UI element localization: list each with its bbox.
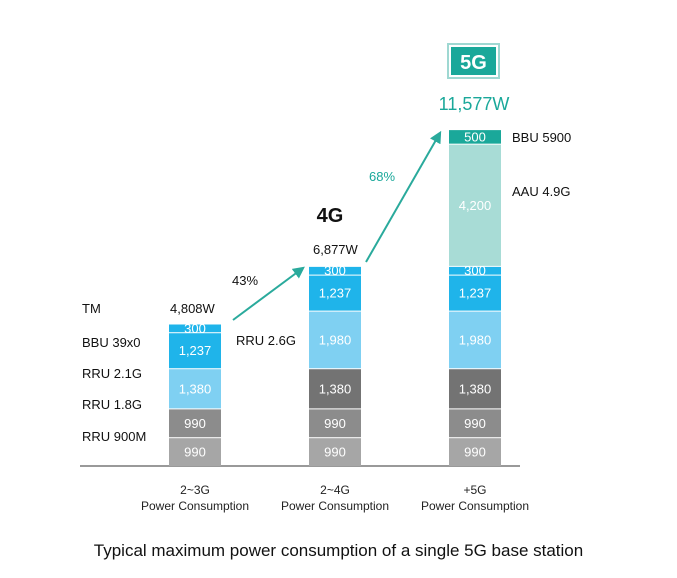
bar-segment-2-4g-4: [309, 275, 361, 311]
bar-segment-2-4g-2: [309, 369, 361, 409]
growth-arrow-2: [365, 130, 442, 263]
total-label-5g: 11,577W: [439, 94, 510, 114]
growth-label-43: 43%: [232, 273, 258, 288]
bar-segment-label-5g-6: 4,200: [459, 198, 492, 213]
bar-segment-label-5g-7: 500: [464, 129, 486, 144]
bar-segment-label-2-4g-1: 990: [324, 416, 346, 431]
bar-segment-5g-1: [449, 409, 501, 438]
row-label-rru-900m: RRU 900M: [82, 429, 146, 444]
bar-segment-label-2-3g-0: 990: [184, 445, 206, 460]
bar-segment-label-2-4g-4: 1,237: [319, 286, 352, 301]
bar-segment-label-5g-4: 1,237: [459, 286, 492, 301]
annotation-rru-2-6g: RRU 2.6G: [236, 333, 296, 348]
row-label-rru-1-8g: RRU 1.8G: [82, 397, 142, 412]
annotation-aau-4-9g: AAU 4.9G: [512, 184, 571, 199]
bar-segment-5g-2: [449, 369, 501, 409]
bar-segment-label-2-3g-3: 1,237: [179, 343, 212, 358]
bar-segment-label-5g-2: 1,380: [459, 381, 492, 396]
bar-segment-label-2-4g-0: 990: [324, 445, 346, 460]
chart-title: Typical maximum power consumption of a s…: [93, 541, 584, 560]
category-sublabel-2-4g: Power Consumption: [281, 499, 389, 513]
bar-segment-2-3g-2: [169, 369, 221, 409]
bar-segment-5g-4: [449, 275, 501, 311]
bar-segment-2-3g-0: [169, 438, 221, 466]
generation-badge-5g: 5G: [447, 43, 500, 79]
annotation-bbu-5900: BBU 5900: [512, 130, 571, 145]
row-label-bbu-39x0: BBU 39x0: [82, 335, 141, 350]
bar-segment-label-5g-5: 300: [464, 263, 486, 278]
bar-segment-2-3g-3: [169, 333, 221, 369]
growth-label-68: 68%: [369, 169, 395, 184]
total-label-2-4g: 6,877W: [313, 242, 359, 257]
bar-segment-label-5g-1: 990: [464, 416, 486, 431]
generation-label-4g: 4G: [317, 205, 344, 227]
bar-segment-label-5g-0: 990: [464, 445, 486, 460]
row-label-rru-2-1g: RRU 2.1G: [82, 366, 142, 381]
bar-segment-2-4g-1: [309, 409, 361, 438]
category-label-2-3g: 2~3G: [180, 483, 210, 497]
bar-segment-label-5g-3: 1,980: [459, 332, 492, 347]
bar-segment-label-2-4g-5: 300: [324, 263, 346, 278]
bar-segment-2-4g-5: [309, 266, 361, 275]
category-sublabel-5g: Power Consumption: [421, 499, 529, 513]
bar-segment-2-4g-0: [309, 438, 361, 466]
bar-segment-label-2-4g-3: 1,980: [319, 332, 352, 347]
bar-segment-label-2-4g-2: 1,380: [319, 381, 352, 396]
category-sublabel-2-3g: Power Consumption: [141, 499, 249, 513]
generation-label-5g: 5G: [460, 52, 487, 74]
bar-segment-5g-3: [449, 311, 501, 369]
growth-arrow-1: [232, 266, 305, 321]
bar-segment-5g-5: [449, 266, 501, 275]
bar-segment-2-4g-3: [309, 311, 361, 369]
bar-segment-label-2-3g-1: 990: [184, 416, 206, 431]
row-label-tm: TM: [82, 301, 101, 316]
bar-segment-2-3g-1: [169, 409, 221, 438]
bar-segment-5g-6: [449, 144, 501, 266]
bar-segment-5g-0: [449, 438, 501, 466]
category-label-2-4g: 2~4G: [320, 483, 350, 497]
bar-segment-label-2-3g-4: 300: [184, 321, 206, 336]
bar-segment-2-3g-4: [169, 324, 221, 333]
category-label-5g: +5G: [463, 483, 486, 497]
bars-layer: 990 990 1,380 1,237 300 990 990 1,380 1,980 1,237…: [169, 129, 501, 466]
bar-segment-label-2-3g-2: 1,380: [179, 381, 212, 396]
bar-segment-5g-7: [449, 130, 501, 144]
total-label-2-3g: 4,808W: [170, 301, 216, 316]
